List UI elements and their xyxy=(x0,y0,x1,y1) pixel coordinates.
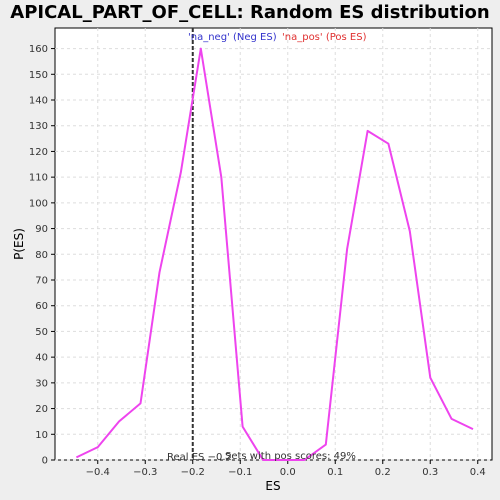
y-tick-label: 160 xyxy=(29,44,48,55)
y-axis-label: P(ES) xyxy=(12,228,26,260)
x-tick-label: −0.2 xyxy=(181,467,205,478)
y-axis-ticks: 0 10 20 30 40 50 60 70 80 90 100 110 120 130 140 150 160 xyxy=(29,44,55,467)
pos-scores-annotation: Sets with pos scores: 49% xyxy=(225,451,356,462)
y-tick-label: 150 xyxy=(29,70,48,81)
y-tick-label: 20 xyxy=(35,404,48,415)
y-tick-label: 130 xyxy=(29,121,48,132)
legend-neg: 'na_neg' (Neg ES) xyxy=(188,32,277,43)
x-tick-label: −0.4 xyxy=(86,467,110,478)
x-axis-label: ES xyxy=(265,479,280,493)
y-tick-label: 140 xyxy=(29,96,48,107)
series-group xyxy=(75,47,474,461)
y-tick-label: 100 xyxy=(29,198,48,209)
x-tick-label: −0.1 xyxy=(228,467,252,478)
x-tick-label: 0.2 xyxy=(375,467,391,478)
y-tick-label: 30 xyxy=(35,378,48,389)
y-tick-label: 50 xyxy=(35,327,48,338)
legend-pos: 'na_pos' (Pos ES) xyxy=(282,32,367,43)
y-tick-label: 80 xyxy=(35,250,48,261)
y-tick-label: 40 xyxy=(35,353,48,364)
chart-title: APICAL_PART_OF_CELL: Random ES distribut… xyxy=(10,2,489,23)
x-tick-label: 0.0 xyxy=(280,467,296,478)
x-tick-label: −0.3 xyxy=(133,467,157,478)
y-tick-label: 10 xyxy=(35,430,48,441)
x-axis-ticks: −0.4 −0.3 −0.2 −0.1 0.0 0.1 0.2 0.3 0.4 xyxy=(86,460,486,478)
real-es-annotation: Real ES −0.2 xyxy=(167,452,232,463)
series-line xyxy=(75,47,474,461)
x-tick-label: 0.4 xyxy=(470,467,486,478)
y-tick-label: 60 xyxy=(35,301,48,312)
y-tick-label: 70 xyxy=(35,276,48,287)
y-tick-label: 0 xyxy=(42,456,48,467)
x-tick-label: 0.3 xyxy=(422,467,438,478)
y-tick-label: 90 xyxy=(35,224,48,235)
x-tick-label: 0.1 xyxy=(327,467,343,478)
y-tick-label: 120 xyxy=(29,147,48,158)
y-tick-label: 110 xyxy=(29,173,48,184)
plot-area xyxy=(54,27,493,461)
